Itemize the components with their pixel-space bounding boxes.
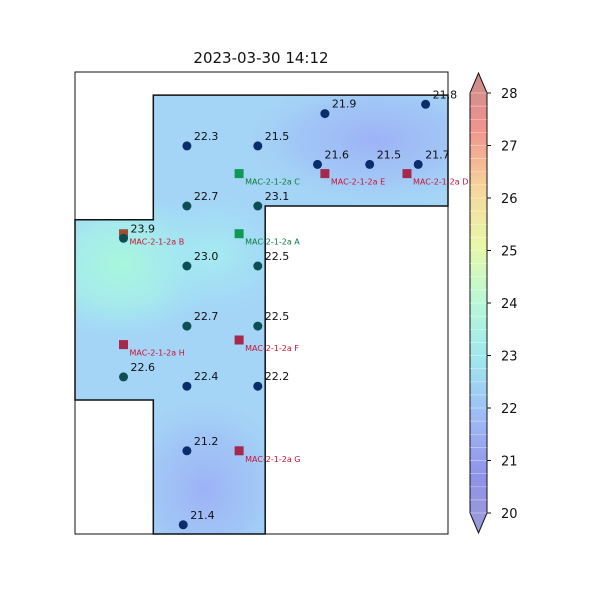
device-marker bbox=[234, 169, 244, 179]
sensor-point bbox=[253, 321, 263, 331]
colorbar-ticks: 20 21 22 23 24 25 26 27 28 bbox=[487, 87, 518, 522]
colorbar-tick-label: 25 bbox=[501, 245, 518, 260]
sensor-value-label: 21.4 bbox=[190, 509, 215, 522]
field-cool-zone-northeast bbox=[245, 95, 448, 205]
sensor-point bbox=[182, 381, 192, 391]
colorbar-tick-label: 20 bbox=[501, 507, 518, 522]
sensor-point bbox=[182, 446, 192, 456]
sensor-point bbox=[253, 381, 263, 391]
device-marker bbox=[119, 340, 128, 350]
sensor-point bbox=[253, 141, 263, 151]
chart-title: 2023-03-30 14:12 bbox=[193, 49, 328, 67]
sensor-value-label: 22.7 bbox=[194, 190, 219, 203]
device-marker bbox=[119, 229, 128, 239]
sensor-value-label: 21.9 bbox=[332, 98, 357, 111]
device-label: MAC-2-1-2a D bbox=[413, 178, 468, 187]
colorbar-tick-label: 24 bbox=[501, 297, 518, 312]
sensor-markers: 21.9 21.8 22.3 21.5 21.6 21.5 21.7 22.7 23.1 23.9… bbox=[119, 88, 458, 530]
device-marker bbox=[320, 169, 330, 179]
sensor-value-label: 21.2 bbox=[194, 435, 219, 448]
sensor-point bbox=[365, 159, 375, 169]
device-marker bbox=[234, 335, 244, 345]
sensor-value-label: 22.3 bbox=[194, 130, 219, 143]
device-label: MAC-2-1-2a A bbox=[245, 238, 300, 247]
sensor-value-label: 22.2 bbox=[265, 370, 290, 383]
sensor-value-label: 23.9 bbox=[131, 222, 156, 235]
sensor-point bbox=[413, 159, 423, 169]
sensor-value-label: 21.5 bbox=[265, 130, 290, 143]
sensor-point bbox=[320, 109, 330, 119]
sensor-point bbox=[182, 261, 192, 271]
colorbar-tick-label: 21 bbox=[501, 455, 518, 470]
device-label: MAC-2-1-2a E bbox=[331, 178, 385, 187]
device-label: MAC-2-1-2a H bbox=[130, 349, 185, 358]
device-marker bbox=[234, 229, 244, 239]
colorbar-tick-label: 22 bbox=[501, 402, 518, 417]
floor-outline bbox=[74, 94, 449, 535]
device-label: MAC-2-1-2a B bbox=[130, 238, 185, 247]
sensor-value-label: 21.8 bbox=[433, 88, 458, 101]
device-markers: MAC-2-1-2a C MAC-2-1-2a E MAC-2-1-2a D MAC-… bbox=[119, 169, 468, 464]
sensor-point bbox=[178, 520, 188, 530]
sensor-value-label: 23.1 bbox=[265, 190, 290, 203]
sensor-value-label: 21.6 bbox=[325, 148, 350, 161]
sensor-point bbox=[421, 99, 431, 109]
sensor-value-label: 21.5 bbox=[377, 148, 402, 161]
sensor-point bbox=[119, 372, 128, 382]
sensor-value-label: 22.5 bbox=[265, 310, 290, 323]
field-warm-zone-center bbox=[140, 190, 290, 320]
sensor-value-label: 23.0 bbox=[194, 250, 219, 263]
sensor-point bbox=[253, 261, 263, 271]
sensor-point bbox=[182, 201, 192, 211]
colorbar-level-lines bbox=[470, 92, 487, 514]
device-label: MAC-2-1-2a C bbox=[245, 178, 300, 187]
sensor-point bbox=[182, 321, 192, 331]
sensor-value-label: 22.6 bbox=[131, 361, 156, 374]
sensor-point bbox=[119, 233, 128, 243]
sensor-point bbox=[313, 159, 322, 169]
sensor-point bbox=[253, 201, 263, 211]
sensor-value-label: 22.4 bbox=[194, 370, 219, 383]
sensor-point bbox=[182, 141, 192, 151]
field-cool-zone-south bbox=[120, 395, 290, 534]
colorbar-tick-label: 28 bbox=[501, 87, 518, 102]
sensor-value-label: 22.7 bbox=[194, 310, 219, 323]
colorbar-tick-label: 23 bbox=[501, 350, 518, 365]
device-label: MAC-2-1-2a F bbox=[245, 344, 299, 353]
sensor-value-label: 22.5 bbox=[265, 250, 290, 263]
device-label: MAC-2-1-2a G bbox=[245, 455, 300, 464]
colorbar: 20 21 22 23 24 25 26 27 28 bbox=[469, 71, 518, 535]
device-marker bbox=[234, 446, 244, 456]
sensor-value-label: 21.7 bbox=[425, 148, 450, 161]
colorbar-tick-label: 26 bbox=[501, 192, 518, 207]
colorbar-tick-label: 27 bbox=[501, 140, 518, 155]
device-marker bbox=[402, 169, 412, 179]
